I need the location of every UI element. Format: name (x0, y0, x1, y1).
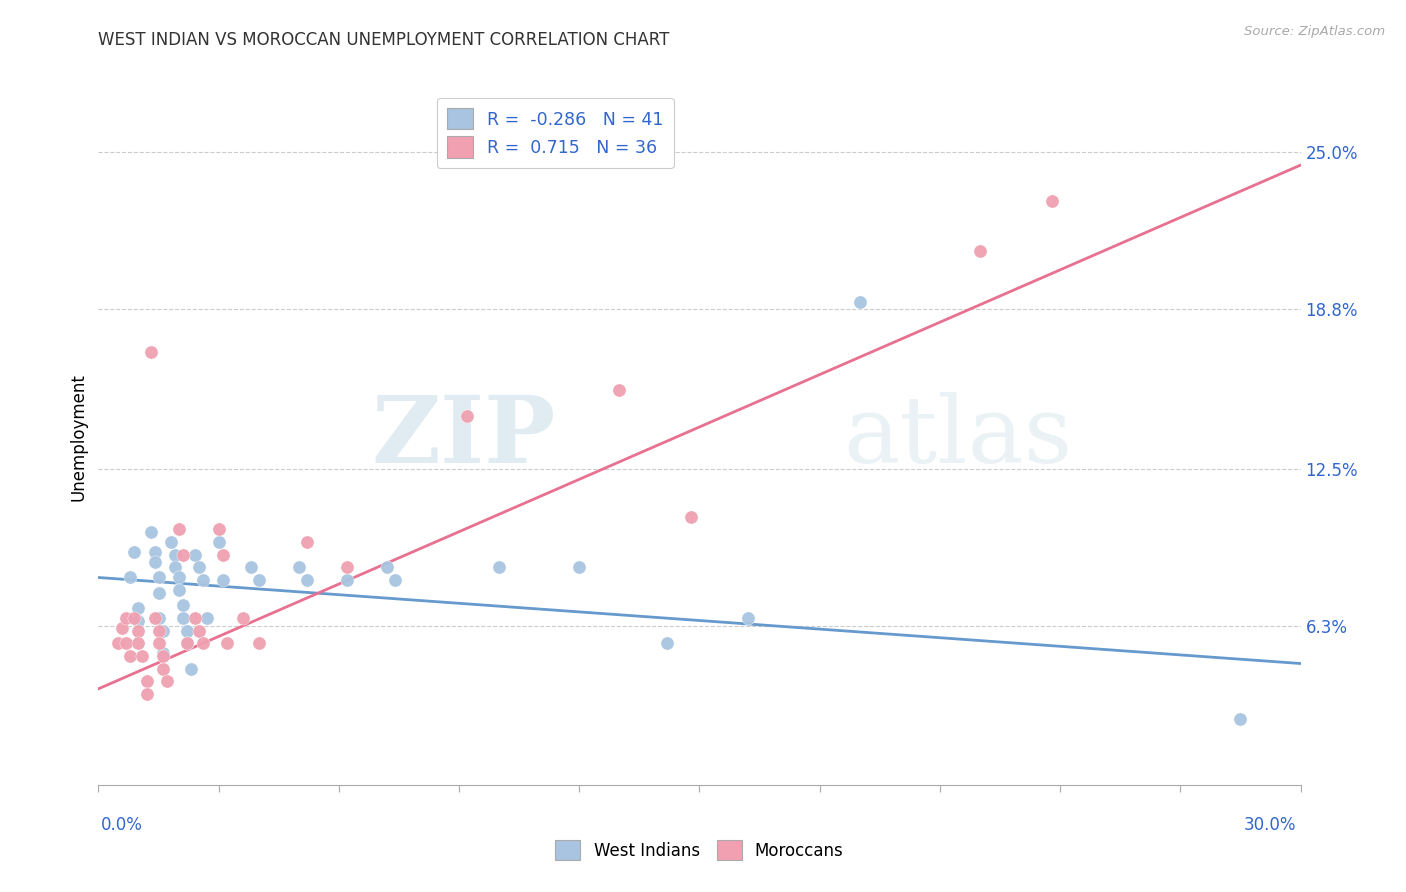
Point (111, 621, 134, 635)
Point (488, 560, 510, 574)
Point (384, 573, 406, 587)
Point (239, 560, 262, 574)
Point (187, 560, 209, 574)
Point (155, 674, 177, 689)
Point (191, 636, 214, 650)
Point (208, 535, 231, 549)
Point (172, 548, 194, 562)
Point (120, 648, 142, 663)
Point (191, 573, 214, 587)
Point (143, 545, 166, 559)
Text: atlas: atlas (844, 392, 1073, 482)
Text: 0.0%: 0.0% (101, 816, 143, 834)
Point (295, 535, 318, 549)
Point (163, 548, 186, 562)
Text: WEST INDIAN VS MOROCCAN UNEMPLOYMENT CORRELATION CHART: WEST INDIAN VS MOROCCAN UNEMPLOYMENT COR… (98, 31, 669, 49)
Point (115, 611, 138, 625)
Point (152, 647, 174, 661)
Point (176, 636, 198, 650)
Point (148, 611, 170, 625)
Point (107, 636, 129, 650)
Point (211, 573, 233, 587)
Point (849, 294, 872, 309)
Y-axis label: Unemployment: Unemployment (69, 373, 87, 501)
Point (159, 535, 181, 549)
Point (176, 636, 198, 650)
Point (295, 573, 318, 587)
Point (167, 523, 190, 537)
Point (131, 648, 153, 663)
Point (128, 600, 150, 615)
Point (143, 555, 166, 569)
Point (128, 624, 150, 638)
Point (232, 611, 254, 625)
Point (183, 611, 205, 625)
Point (336, 573, 359, 587)
Legend: West Indians, Moroccans: West Indians, Moroccans (548, 833, 851, 867)
Point (208, 523, 231, 537)
Point (456, 409, 478, 423)
Point (124, 545, 146, 559)
Point (375, 560, 398, 574)
Point (176, 624, 198, 638)
Point (124, 611, 146, 625)
Point (148, 624, 170, 638)
Point (139, 345, 162, 359)
Point (172, 611, 194, 625)
Point (128, 636, 150, 650)
Point (143, 611, 166, 625)
Point (152, 624, 174, 638)
Point (148, 570, 170, 584)
Point (135, 674, 157, 689)
Point (1229, 712, 1251, 726)
Point (120, 570, 142, 584)
Text: ZIP: ZIP (371, 392, 555, 482)
Point (167, 570, 190, 584)
Point (135, 687, 157, 701)
Point (609, 384, 631, 398)
Point (657, 636, 679, 650)
Point (211, 548, 233, 562)
Point (681, 509, 703, 524)
Point (180, 662, 202, 676)
Point (195, 611, 218, 625)
Point (183, 548, 205, 562)
Point (336, 560, 359, 574)
Point (115, 636, 138, 650)
Point (737, 611, 759, 625)
Point (152, 648, 174, 663)
Point (247, 573, 270, 587)
Point (215, 636, 238, 650)
Point (187, 624, 209, 638)
Point (152, 662, 174, 676)
Point (148, 636, 170, 650)
Point (163, 560, 186, 574)
Point (969, 244, 991, 259)
Point (128, 614, 150, 628)
Point (172, 599, 194, 613)
Text: Source: ZipAtlas.com: Source: ZipAtlas.com (1244, 25, 1385, 38)
Point (247, 636, 270, 650)
Point (568, 560, 591, 574)
Text: 30.0%: 30.0% (1244, 816, 1296, 834)
Point (148, 585, 170, 599)
Point (1040, 194, 1063, 208)
Point (167, 583, 190, 598)
Point (139, 524, 162, 539)
Point (288, 560, 311, 574)
